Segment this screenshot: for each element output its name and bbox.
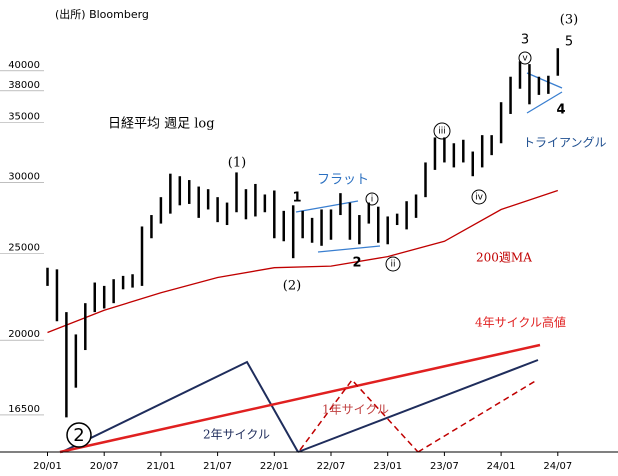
flat-lower	[317, 245, 381, 253]
y-tick-label: 20000	[8, 329, 40, 340]
x-tick-label: 24/07	[543, 461, 572, 472]
x-tick-label: 21/01	[146, 461, 175, 472]
cycle-lines	[0, 51, 618, 454]
annotation: 4	[556, 103, 565, 118]
two-year-cycle-1	[61, 360, 299, 453]
circle	[66, 422, 92, 448]
y-tick-label: 40000	[8, 60, 40, 71]
annotation: 5	[565, 35, 573, 50]
y-tick-label: 38000	[8, 80, 40, 91]
annotation: v	[522, 54, 528, 64]
circle	[365, 192, 379, 206]
annotation: 2	[352, 256, 361, 271]
annotation: 2年サイクル	[203, 428, 270, 442]
circle	[518, 51, 532, 65]
annotation: フラット	[317, 173, 369, 188]
y-tick-label: 25000	[8, 242, 40, 253]
x-tick-label: 22/07	[317, 461, 346, 472]
x-tick-label: 20/01	[33, 461, 62, 472]
annotation: トライアングル	[523, 136, 607, 150]
x-tick-label: 20/07	[90, 461, 119, 472]
annotation: (2)	[283, 279, 301, 294]
annotation: iv	[475, 193, 484, 203]
flat-upper	[295, 200, 359, 213]
circle	[433, 122, 451, 140]
annotation: 1年サイクル	[322, 403, 389, 417]
ma-label: 200週MA	[476, 251, 532, 265]
y-tick-label: 35000	[8, 112, 40, 123]
annotation: (3)	[560, 13, 578, 28]
triangle-lower	[526, 91, 563, 114]
annotation: i	[371, 195, 374, 205]
y-tick-label: 30000	[8, 172, 40, 183]
two-year-cycle-2	[297, 359, 539, 453]
annotation: (1)	[228, 156, 246, 171]
four-year-cycle	[59, 343, 541, 454]
chart-title: 日経平均 週足 log	[108, 117, 215, 132]
y-tick-label: 16500	[8, 404, 40, 415]
annotation: 4年サイクル高値	[475, 315, 566, 330]
annotation: ii	[390, 260, 395, 270]
x-tick-label: 21/07	[203, 461, 232, 472]
one-year-cycle-2	[417, 379, 538, 453]
one-year-cycle-1	[299, 378, 419, 453]
x-tick-label: 23/07	[430, 461, 459, 472]
x-tick-label: 22/01	[260, 461, 289, 472]
x-tick-label: 24/01	[487, 461, 516, 472]
triangle-upper	[526, 72, 563, 89]
annotation: iii	[438, 127, 446, 137]
circle	[471, 189, 487, 205]
ma-line	[47, 189, 559, 334]
x-tick-label: 23/01	[373, 461, 402, 472]
circle	[385, 256, 401, 272]
annotation: 2	[73, 425, 84, 446]
annotation: 3	[521, 33, 529, 48]
source: (出所) Bloomberg	[55, 7, 149, 21]
annotation: 1	[292, 191, 301, 206]
